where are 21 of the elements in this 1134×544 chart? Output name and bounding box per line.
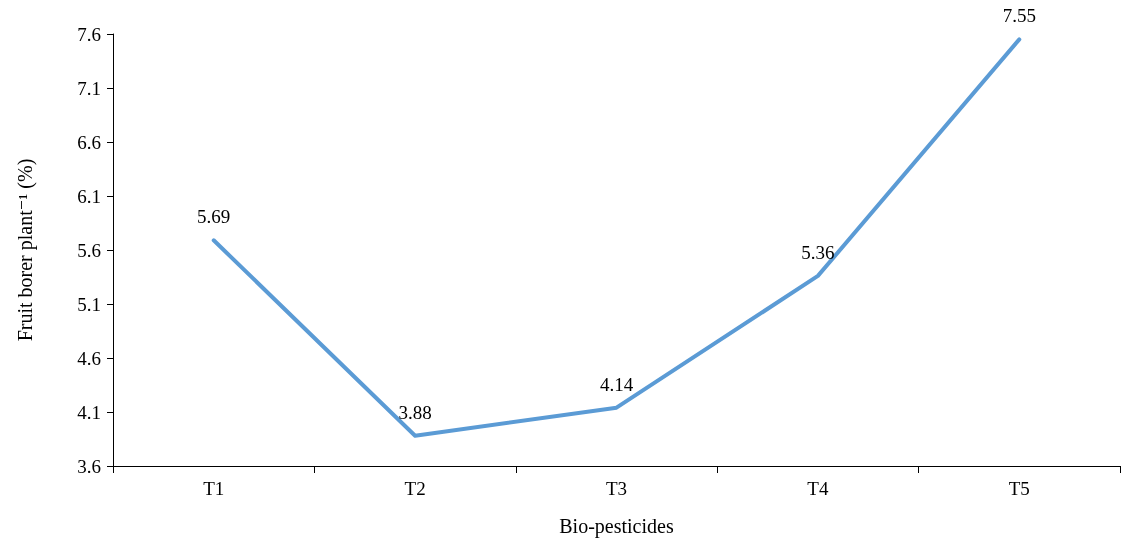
data-label: 5.36 bbox=[801, 241, 835, 263]
x-tick-label: T3 bbox=[605, 478, 628, 499]
x-axis-title: Bio-pesticides bbox=[559, 515, 674, 538]
y-tick-label: 7.6 bbox=[77, 23, 101, 45]
data-label: 5.69 bbox=[197, 206, 231, 228]
data-label: 4.14 bbox=[599, 373, 634, 395]
y-tick-label: 4.6 bbox=[77, 347, 101, 369]
data-label: 3.88 bbox=[398, 401, 432, 423]
y-axis-title: Fruit borer plant⁻¹ (%) bbox=[14, 158, 37, 342]
y-tick-label: 6.6 bbox=[77, 131, 101, 153]
y-tick-label: 3.6 bbox=[77, 455, 101, 477]
y-tick-label: 6.1 bbox=[77, 185, 101, 207]
y-tick-label: 5.6 bbox=[77, 239, 101, 261]
y-tick-label: 7.1 bbox=[77, 77, 101, 99]
x-tick-label: T5 bbox=[1008, 478, 1030, 499]
data-label: 7.55 bbox=[1002, 5, 1036, 27]
y-tick-label: 5.1 bbox=[77, 293, 101, 315]
x-tick-label: T1 bbox=[203, 478, 225, 499]
y-tick-label: 4.1 bbox=[77, 401, 101, 423]
x-tick-label: T4 bbox=[807, 478, 829, 499]
x-tick-label: T2 bbox=[404, 478, 426, 499]
